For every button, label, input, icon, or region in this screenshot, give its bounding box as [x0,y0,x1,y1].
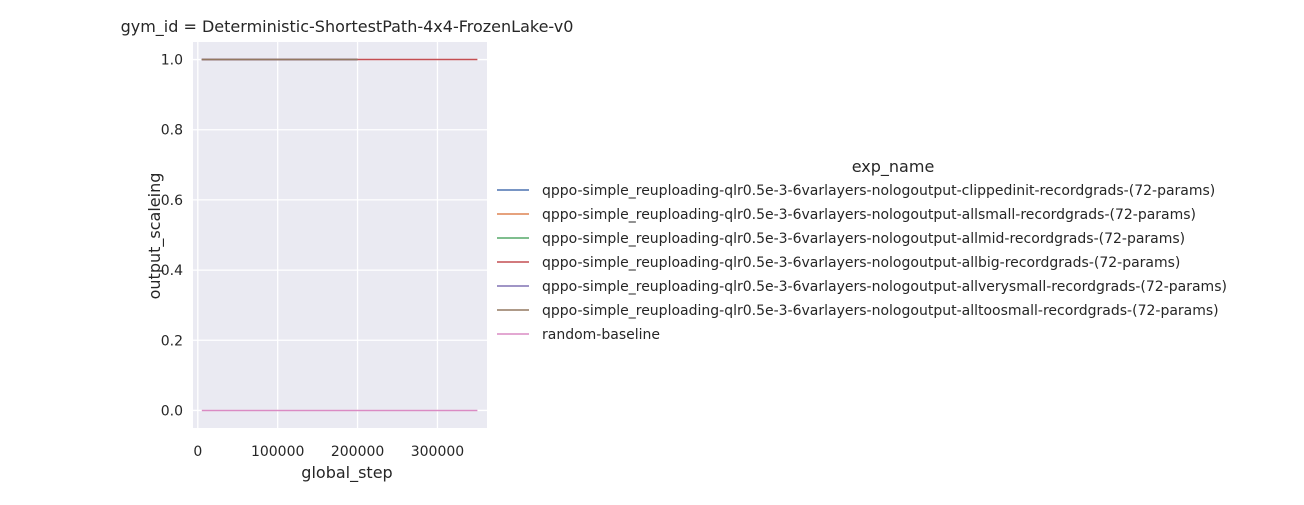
y-tick-label: 1.0 [161,53,183,69]
legend-label: qppo-simple_reuploading-qlr0.5e-3-6varla… [542,255,1180,271]
y-tick-label: 0.6 [161,193,183,209]
x-tick-label: 0 [193,444,202,460]
x-axis-label: global_step [301,463,392,483]
legend-label: qppo-simple_reuploading-qlr0.5e-3-6varla… [542,207,1196,223]
y-tick-label: 0.4 [161,263,183,279]
x-axis-ticks: 0 100000 200000 300000 [193,444,464,460]
legend-label: qppo-simple_reuploading-qlr0.5e-3-6varla… [542,183,1215,199]
chart-title: gym_id = Deterministic-ShortestPath-4x4-… [121,17,574,37]
legend-label: qppo-simple_reuploading-qlr0.5e-3-6varla… [542,279,1227,295]
legend: exp_name qppo-simple_reuploading-qlr0.5e… [497,157,1227,343]
y-axis-label: output_scaleing [145,173,165,300]
y-tick-label: 0.2 [161,333,183,349]
plot-area [193,42,487,428]
y-tick-label: 0.0 [161,403,183,419]
legend-items: qppo-simple_reuploading-qlr0.5e-3-6varla… [497,183,1227,343]
legend-title: exp_name [852,157,935,177]
x-tick-label: 200000 [331,444,384,460]
legend-label: qppo-simple_reuploading-qlr0.5e-3-6varla… [542,303,1219,319]
y-tick-label: 0.8 [161,123,183,139]
legend-label: qppo-simple_reuploading-qlr0.5e-3-6varla… [542,231,1185,247]
x-tick-label: 100000 [251,444,304,460]
x-tick-label: 300000 [411,444,464,460]
y-axis-ticks: 0.0 0.2 0.4 0.6 0.8 1.0 [161,53,183,420]
series-lines [201,58,478,412]
legend-label: random-baseline [542,327,660,343]
